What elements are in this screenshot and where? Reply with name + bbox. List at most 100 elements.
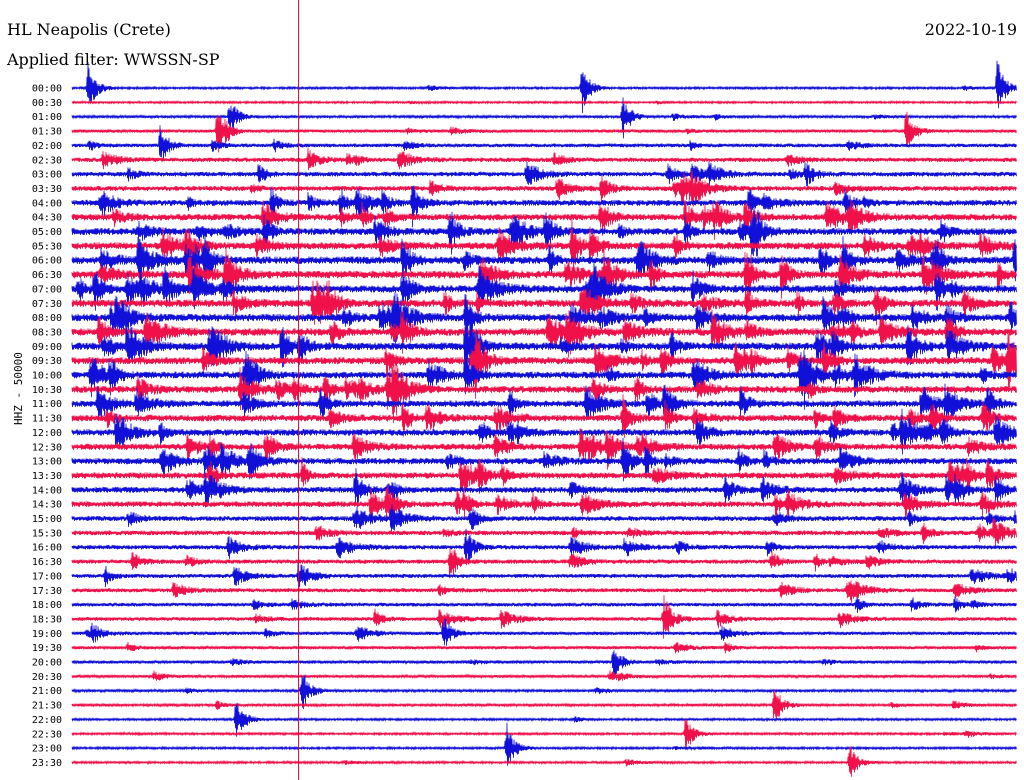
trace-row-0700 — [71, 259, 1017, 313]
trace-row-1300 — [71, 437, 1017, 482]
trace-row-1030 — [71, 364, 1017, 424]
time-label: 09:30 — [32, 356, 62, 367]
trace-row-2300 — [71, 722, 1017, 766]
trace-row-1130 — [71, 394, 1017, 438]
time-label: 04:00 — [32, 198, 62, 209]
trace-row-2200 — [71, 702, 1017, 737]
time-label: 09:00 — [32, 342, 62, 353]
time-label: 03:30 — [32, 184, 62, 195]
time-label: 02:00 — [32, 141, 62, 152]
time-label: 20:30 — [32, 672, 62, 683]
trace-row-0130 — [71, 111, 1017, 153]
time-label: 17:30 — [32, 586, 62, 597]
trace-row-0730 — [71, 280, 1017, 326]
time-label: 15:00 — [32, 514, 62, 525]
trace-row-2330 — [71, 746, 1017, 777]
trace-row-1200 — [71, 408, 1017, 455]
time-label: 21:30 — [32, 701, 62, 712]
trace-row-2100 — [71, 675, 1017, 710]
trace-row-1700 — [71, 562, 1017, 588]
trace-row-1830 — [71, 595, 1017, 639]
trace-row-0000 — [71, 60, 1017, 114]
trace-row-2130 — [71, 689, 1017, 719]
time-label: 08:30 — [32, 327, 62, 338]
time-label: 06:00 — [32, 256, 62, 267]
trace-row-0800 — [71, 292, 1017, 346]
trace-row-0300 — [71, 161, 1017, 187]
trace-row-0200 — [71, 125, 1017, 161]
time-label: 05:00 — [32, 227, 62, 238]
time-label: 01:00 — [32, 112, 62, 123]
trace-row-0830 — [71, 309, 1017, 358]
trace-row-0030 — [71, 99, 1017, 105]
time-label: 13:00 — [32, 457, 62, 468]
time-label: 16:00 — [32, 543, 62, 554]
trace-row-0600 — [71, 231, 1017, 289]
trace-row-1730 — [71, 580, 1017, 603]
time-label: 07:30 — [32, 299, 62, 310]
time-label: 10:00 — [32, 371, 62, 382]
time-label: 22:30 — [32, 729, 62, 740]
station-title: HL Neapolis (Crete) — [7, 20, 171, 39]
time-label: 03:00 — [32, 170, 62, 181]
trace-row-1630 — [71, 548, 1017, 579]
trace-row-1930 — [71, 641, 1017, 654]
time-label: 00:00 — [32, 84, 62, 95]
trace-row-1430 — [71, 484, 1017, 521]
time-label: 12:00 — [32, 428, 62, 439]
time-label: 19:30 — [32, 643, 62, 654]
trace-row-1100 — [71, 383, 1017, 422]
time-label: 16:30 — [32, 557, 62, 568]
time-label: 04:30 — [32, 213, 62, 224]
trace-row-1230 — [71, 428, 1017, 470]
time-label: 08:00 — [32, 313, 62, 324]
trace-row-0100 — [71, 97, 1017, 139]
trace-row-0500 — [71, 203, 1017, 257]
trace-row-0400 — [71, 185, 1017, 228]
trace-row-2000 — [71, 650, 1017, 680]
trace-group — [71, 60, 1017, 777]
trace-row-1500 — [71, 504, 1017, 532]
date-label: 2022-10-19 — [924, 20, 1017, 39]
time-label: 20:00 — [32, 658, 62, 669]
time-label: 18:30 — [32, 614, 62, 625]
time-label: 11:30 — [32, 414, 62, 425]
time-label: 15:30 — [32, 528, 62, 539]
trace-row-0430 — [71, 199, 1017, 240]
time-label: 14:00 — [32, 485, 62, 496]
time-label: 05:30 — [32, 241, 62, 252]
trace-row-1600 — [71, 528, 1017, 565]
trace-row-0630 — [71, 247, 1017, 303]
trace-row-0930 — [71, 332, 1017, 399]
time-label: 17:00 — [32, 571, 62, 582]
time-label: 22:00 — [32, 715, 62, 726]
time-label: 21:00 — [32, 686, 62, 697]
time-label: 06:30 — [32, 270, 62, 281]
trace-row-1530 — [71, 517, 1017, 548]
time-label: 07:00 — [32, 284, 62, 295]
trace-row-0900 — [71, 309, 1017, 379]
time-label: 00:30 — [32, 98, 62, 109]
trace-row-1400 — [71, 468, 1017, 508]
trace-row-1330 — [71, 457, 1017, 496]
time-label: 01:30 — [32, 127, 62, 138]
trace-row-0530 — [71, 218, 1017, 270]
time-label: 18:00 — [32, 600, 62, 611]
time-label: 02:30 — [32, 155, 62, 166]
time-label: 12:30 — [32, 442, 62, 453]
trace-row-0330 — [71, 169, 1017, 207]
time-label: 13:30 — [32, 471, 62, 482]
trace-row-1800 — [71, 596, 1017, 613]
trace-row-2230 — [71, 719, 1017, 748]
time-label: 10:30 — [32, 385, 62, 396]
trace-row-2030 — [71, 670, 1017, 682]
time-label: 14:30 — [32, 500, 62, 511]
trace-row-1900 — [71, 618, 1017, 646]
time-label: 19:00 — [32, 629, 62, 640]
time-label: 11:00 — [32, 399, 62, 410]
time-label: 23:00 — [32, 744, 62, 755]
trace-row-0230 — [71, 147, 1017, 171]
time-label: 23:30 — [32, 758, 62, 769]
